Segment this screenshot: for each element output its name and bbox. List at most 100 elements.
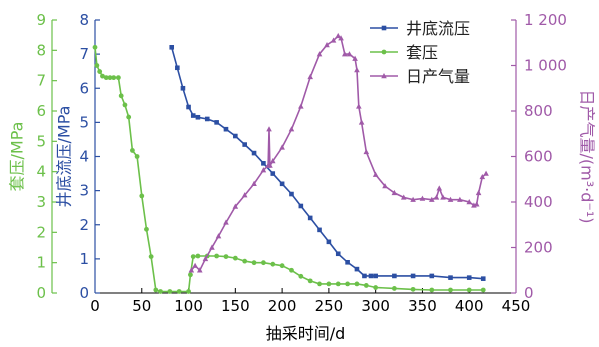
data-point-casing (223, 254, 229, 259)
data-point-casing (345, 281, 350, 287)
y-tick-label-casing: 6 (36, 102, 46, 120)
y-tick-label-casing: 9 (36, 11, 46, 29)
legend-label: 日产气量 (406, 67, 470, 86)
data-point-gas (419, 195, 426, 201)
x-tick-label: 100 (174, 297, 203, 315)
legend-label: 套压 (406, 43, 438, 62)
data-point-bhp (410, 273, 416, 279)
legend-marker (381, 73, 387, 79)
x-tick-label: 450 (502, 297, 531, 315)
data-point-casing (134, 154, 140, 159)
y-tick-label-casing: 1 (36, 254, 46, 272)
data-point-gas (457, 196, 463, 202)
data-point-bhp (307, 215, 313, 221)
data-point-gas (279, 144, 285, 150)
y-axis-title-gas: 日产气量/(m³·d⁻¹) (578, 90, 597, 224)
data-point-gas (466, 199, 473, 205)
data-point-gas (288, 126, 295, 132)
data-point-casing (448, 287, 453, 293)
data-point-gas (335, 32, 342, 39)
x-tick-label: 200 (268, 297, 297, 315)
y-tick-label-bhp: 4 (79, 148, 89, 166)
data-point-casing (188, 272, 193, 278)
data-point-casing (261, 260, 266, 266)
y-tick-label-bhp: 3 (79, 182, 89, 200)
data-point-bhp (279, 181, 285, 187)
data-point-casing (97, 69, 103, 74)
data-point-bhp (214, 120, 219, 125)
data-point-casing (92, 44, 98, 50)
data-point-casing (289, 267, 294, 273)
data-point-casing (130, 148, 135, 153)
data-point-casing (111, 75, 117, 81)
x-tick-label: 50 (132, 297, 151, 315)
x-tick-label: 400 (455, 297, 484, 315)
data-point-casing (373, 285, 379, 290)
x-tick-label: 300 (361, 297, 390, 315)
data-point-casing (391, 286, 397, 291)
data-point-gas (473, 201, 480, 207)
data-point-bhp (195, 114, 201, 120)
data-point-gas (475, 189, 482, 196)
data-point-bhp (392, 273, 397, 279)
data-point-bhp (251, 150, 257, 156)
data-point-bhp (289, 191, 294, 197)
data-point-casing (144, 226, 149, 232)
data-point-casing (126, 114, 132, 120)
data-point-casing (410, 286, 416, 292)
data-point-casing (115, 75, 121, 81)
data-point-casing (186, 289, 191, 294)
data-point-casing (279, 263, 285, 269)
data-point-casing (94, 63, 100, 68)
data-point-bhp (335, 251, 341, 257)
data-point-casing (167, 289, 173, 294)
legend-marker (381, 49, 387, 55)
data-point-casing (326, 281, 332, 287)
data-point-casing (480, 287, 486, 293)
data-point-casing (242, 258, 248, 264)
data-point-gas (382, 183, 388, 189)
y-tick-label-casing: 8 (36, 41, 46, 59)
data-point-gas (447, 196, 454, 202)
data-point-casing (214, 253, 220, 259)
data-point-bhp (175, 65, 180, 71)
series-gas (188, 32, 489, 273)
data-point-gas (307, 73, 313, 80)
y-tick-label-gas: 600 (524, 148, 553, 166)
legend-entry-casing: 套压 (370, 43, 438, 62)
data-point-bhp (223, 126, 229, 132)
data-point-casing (298, 273, 304, 279)
data-point-gas (338, 35, 344, 41)
y-tick-label-bhp: 5 (79, 113, 89, 131)
data-point-bhp (180, 85, 186, 91)
data-point-gas (251, 180, 257, 186)
data-point-gas (391, 189, 398, 196)
data-point-casing (148, 254, 154, 259)
data-point-gas (363, 148, 370, 155)
data-point-gas (410, 196, 416, 202)
x-tick-label: 250 (315, 297, 344, 315)
x-tick-label: 350 (408, 297, 437, 315)
y-tick-label-gas: 400 (524, 193, 553, 211)
data-point-casing (176, 289, 182, 294)
data-point-bhp (345, 259, 350, 265)
data-point-bhp (448, 275, 453, 280)
data-point-bhp (362, 273, 367, 279)
data-point-gas (354, 67, 360, 73)
series-layer (92, 32, 489, 294)
y-tick-label-bhp: 2 (79, 216, 89, 234)
x-axis-title: 抽采时间/d (266, 324, 346, 343)
x-tick-label: 150 (221, 297, 250, 315)
y-axis-title-bhp: 井底流压/MPa (55, 106, 74, 208)
y-tick-label-casing: 0 (36, 284, 46, 302)
y-tick-label-casing: 5 (36, 132, 46, 150)
axes-layer: 0 50 100 150 200 250 300 350 400 450抽采时间/d0123456… (8, 11, 597, 343)
data-point-bhp (373, 273, 378, 279)
data-point-casing (118, 93, 124, 99)
data-point-gas (372, 171, 379, 177)
y-tick-label-bhp: 7 (79, 45, 89, 63)
data-point-bhp (204, 116, 210, 122)
data-point-bhp (317, 227, 322, 233)
data-point-bhp (368, 273, 374, 279)
